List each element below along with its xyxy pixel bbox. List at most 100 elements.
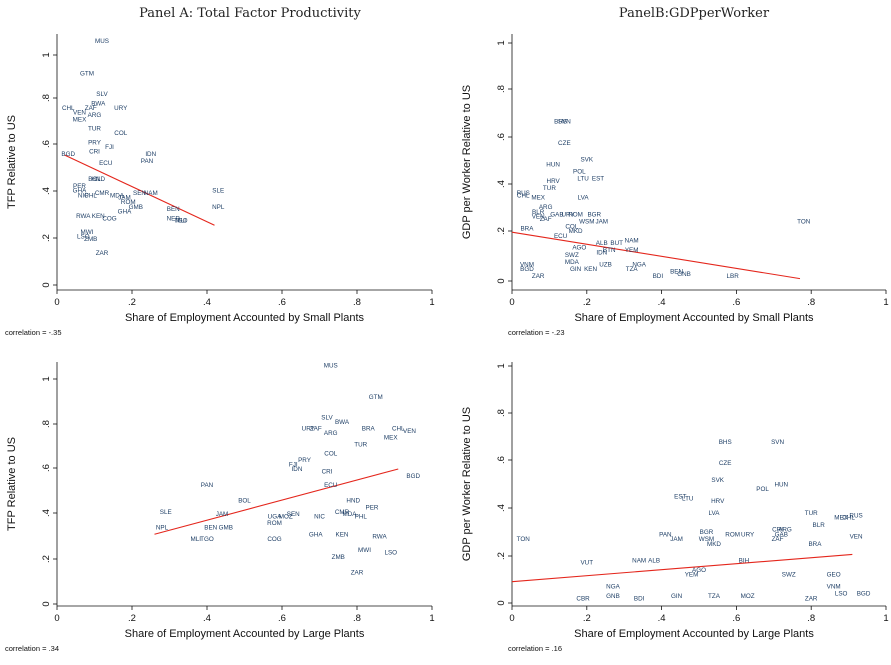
scatter-panel-2: 0 .2 .4 .6 .8 1 0 .2 .4 .6 .8 1 Share of Employment … xyxy=(461,34,889,337)
point-label-svn: SVN xyxy=(558,119,571,126)
point-label-ton: TON xyxy=(797,219,811,226)
point-label-but: BUT xyxy=(610,240,623,247)
point-label-cmr: CMR xyxy=(335,509,350,516)
point-label-chl: CHL xyxy=(392,426,405,433)
point-label-blr: BLR xyxy=(813,522,826,529)
point-label-tza: TZA xyxy=(626,266,639,273)
point-label-alb: ALB xyxy=(596,240,608,247)
point-label-hnd: HND xyxy=(346,498,360,505)
point-label-col: COL xyxy=(565,223,578,230)
point-label-zar: ZAR xyxy=(805,595,818,602)
point-label-vut: VUT xyxy=(580,560,593,567)
point-label-cog: COG xyxy=(267,536,281,543)
point-label-cog: COG xyxy=(102,215,116,222)
x-tick-label: .4 xyxy=(203,297,211,308)
point-label-cri: CRI xyxy=(89,149,100,156)
x-tick-label: .6 xyxy=(278,297,286,308)
point-label-ury: URY xyxy=(114,105,128,112)
point-label-gnb: GNB xyxy=(606,593,620,600)
point-label-mkd: MKD xyxy=(569,228,583,235)
point-label-mex: MEX xyxy=(531,195,545,202)
point-label-arg: ARG xyxy=(88,112,102,119)
point-label-lva: LVA xyxy=(578,195,590,202)
point-label-swz: SWZ xyxy=(782,572,796,579)
y-axis-title: GDP per Worker Relative to US xyxy=(461,85,473,239)
y-tick-label: .4 xyxy=(41,509,52,517)
point-label-hun: HUN xyxy=(774,482,788,489)
point-label-lso: LSO xyxy=(77,234,90,241)
point-label-nga: NGA xyxy=(606,583,620,590)
point-label-rom: ROM xyxy=(267,520,282,527)
point-label-est: EST xyxy=(592,176,604,183)
point-label-cze: CZE xyxy=(558,140,571,147)
point-label-fji: FJI xyxy=(105,144,114,151)
point-label-ven: VEN xyxy=(73,110,86,117)
x-tick-label: .4 xyxy=(203,613,211,624)
y-tick-label: 1 xyxy=(496,363,507,368)
point-label-ner: NER xyxy=(167,215,181,222)
point-label-gtm: GTM xyxy=(369,394,383,401)
fit-line xyxy=(511,553,853,583)
point-label-ecu: ECU xyxy=(324,482,338,489)
point-label-bwa: BWA xyxy=(335,419,350,426)
point-label-bra: BRA xyxy=(362,426,376,433)
point-label-col: COL xyxy=(324,450,337,457)
point-label-sen: SEN xyxy=(287,511,300,518)
point-label-slv: SLV xyxy=(321,414,333,421)
fit-line xyxy=(511,231,801,280)
point-label-svk: SVK xyxy=(711,477,724,484)
x-tick-label: .2 xyxy=(583,297,591,308)
point-label-lbr: LBR xyxy=(727,273,740,280)
x-tick-label: .4 xyxy=(658,297,666,308)
y-tick-label: .8 xyxy=(496,85,507,93)
point-label-gha: GHA xyxy=(118,208,132,215)
point-label-zmb: ZMB xyxy=(332,554,345,561)
correlation-note: correlation = -.35 xyxy=(5,328,62,337)
fit-line xyxy=(64,154,215,226)
point-label-rus: RUS xyxy=(517,190,530,197)
point-label-per: PER xyxy=(73,183,86,190)
point-label-bgd: BGD xyxy=(61,151,75,158)
point-label-mli: MLI xyxy=(176,218,187,225)
point-label-zaf: ZAF xyxy=(772,536,784,543)
y-tick-label: .6 xyxy=(496,133,507,141)
point-label-ken: KEN xyxy=(92,213,105,220)
y-tick-label: .4 xyxy=(496,504,507,512)
panel-a-title: Panel A: Total Factor Productivity xyxy=(139,6,361,21)
point-label-bgr: BGR xyxy=(700,529,714,536)
point-label-pan: PAN xyxy=(201,482,214,489)
x-axis-title: Share of Employment Accounted by Large P… xyxy=(125,628,365,640)
point-label-ken: KEN xyxy=(336,531,349,538)
point-label-sen: SEN xyxy=(133,190,146,197)
point-label-bgr: BGR xyxy=(587,211,601,218)
point-label-jam: JAM xyxy=(670,536,683,543)
point-label-mus: MUS xyxy=(324,363,338,370)
scatter-panel-4: 0 .2 .4 .6 .8 1 0 .2 .4 .6 .8 1 Share of Employment … xyxy=(461,362,889,653)
point-label-mkd: MKD xyxy=(707,541,721,548)
point-label-vnm: VNM xyxy=(520,261,534,268)
point-label-hrv: HRV xyxy=(547,178,561,185)
point-label-bhs: BHS xyxy=(719,439,732,446)
point-label-tza: TZA xyxy=(708,593,721,600)
point-label-wsm: WSM xyxy=(579,219,594,226)
point-label-lva: LVA xyxy=(708,510,720,517)
point-label-jam: JAM xyxy=(595,219,608,226)
y-tick-label: 0 xyxy=(41,601,52,606)
point-label-uzb: UZB xyxy=(599,261,612,268)
point-label-ecu: ECU xyxy=(99,160,113,167)
panel-b-title: PanelB:GDPperWorker xyxy=(619,6,770,21)
point-label-pol: POL xyxy=(756,486,769,493)
point-label-gmb: GMB xyxy=(219,525,233,532)
point-label-lso: LSO xyxy=(835,591,848,598)
point-label-mex: MEX xyxy=(73,116,87,123)
point-label-rwa: RWA xyxy=(372,534,387,541)
point-label-rom: ROM xyxy=(568,211,583,218)
point-label-ecu: ECU xyxy=(554,233,568,240)
x-tick-label: .6 xyxy=(278,613,286,624)
y-tick-label: .4 xyxy=(41,187,52,195)
y-tick-label: .6 xyxy=(496,456,507,464)
point-label-ven: VEN xyxy=(850,534,863,541)
point-label-bhs: BHS xyxy=(554,119,567,126)
point-label-arg: ARG xyxy=(778,527,792,534)
